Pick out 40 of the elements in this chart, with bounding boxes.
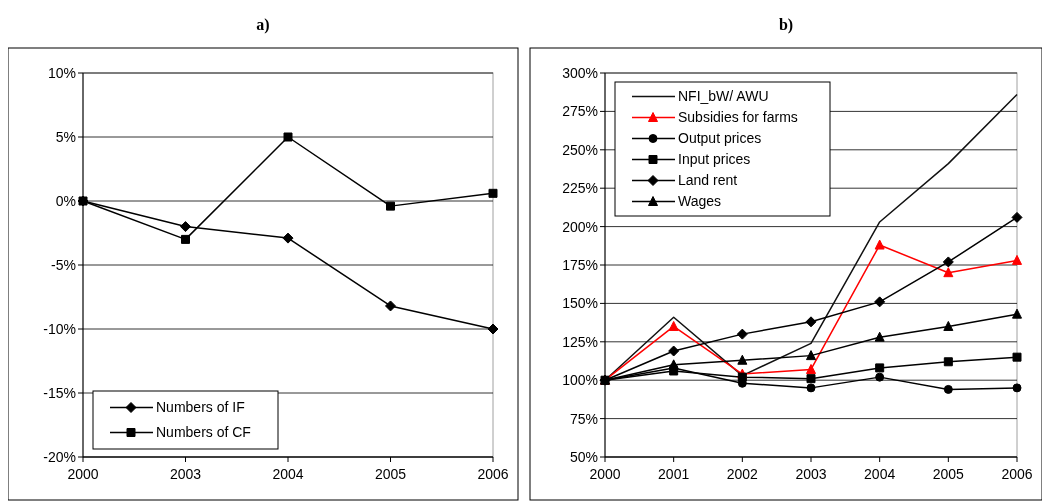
x-tick-label: 2002 (726, 466, 759, 482)
x-tick-label: 2006 (1001, 466, 1033, 482)
legend-label: NFI_bW/ AWU (678, 88, 769, 105)
legend-label: Wages (678, 193, 722, 210)
y-tick-label: 10% (47, 64, 76, 81)
legend-label: Land rent (678, 172, 738, 189)
y-tick-label: -20% (43, 448, 76, 465)
x-tick-label: 2003 (795, 466, 827, 482)
legend-label: Output prices (678, 130, 762, 147)
y-tick-label: 225% (562, 180, 598, 197)
y-tick-label: 200% (562, 218, 598, 235)
x-tick-label: 2000 (67, 466, 99, 482)
y-tick-label: 75% (569, 410, 598, 427)
x-tick-label: 2005 (932, 466, 965, 482)
legend-label: Input prices (678, 151, 751, 168)
y-tick-label: 175% (562, 256, 598, 273)
y-tick-label: -10% (43, 320, 76, 337)
y-tick-label: 300% (562, 64, 598, 81)
y-tick-label: 250% (562, 141, 598, 158)
chart-title: b) (778, 16, 794, 34)
x-tick-label: 2000 (589, 466, 621, 482)
legend-label: Subsidies for farms (678, 109, 798, 126)
legend-label: Numbers of IF (156, 399, 245, 416)
x-tick-label: 2004 (272, 466, 304, 482)
x-tick-label: 2001 (658, 466, 690, 482)
y-tick-label: 150% (562, 295, 598, 312)
y-tick-label: 125% (562, 333, 598, 350)
y-tick-label: 275% (562, 103, 598, 120)
y-tick-label: 100% (562, 372, 598, 389)
y-tick-label: -15% (43, 384, 76, 401)
x-tick-label: 2004 (864, 466, 896, 482)
y-tick-label: 50% (569, 448, 598, 465)
y-tick-label: 0% (55, 192, 76, 209)
chart-title: a) (256, 16, 270, 34)
y-tick-label: -5% (51, 256, 76, 273)
legend-label: Numbers of CF (156, 424, 251, 441)
x-tick-label: 2003 (169, 466, 202, 482)
y-tick-label: 5% (55, 128, 76, 145)
x-tick-label: 2006 (477, 466, 509, 482)
x-tick-label: 2005 (374, 466, 407, 482)
